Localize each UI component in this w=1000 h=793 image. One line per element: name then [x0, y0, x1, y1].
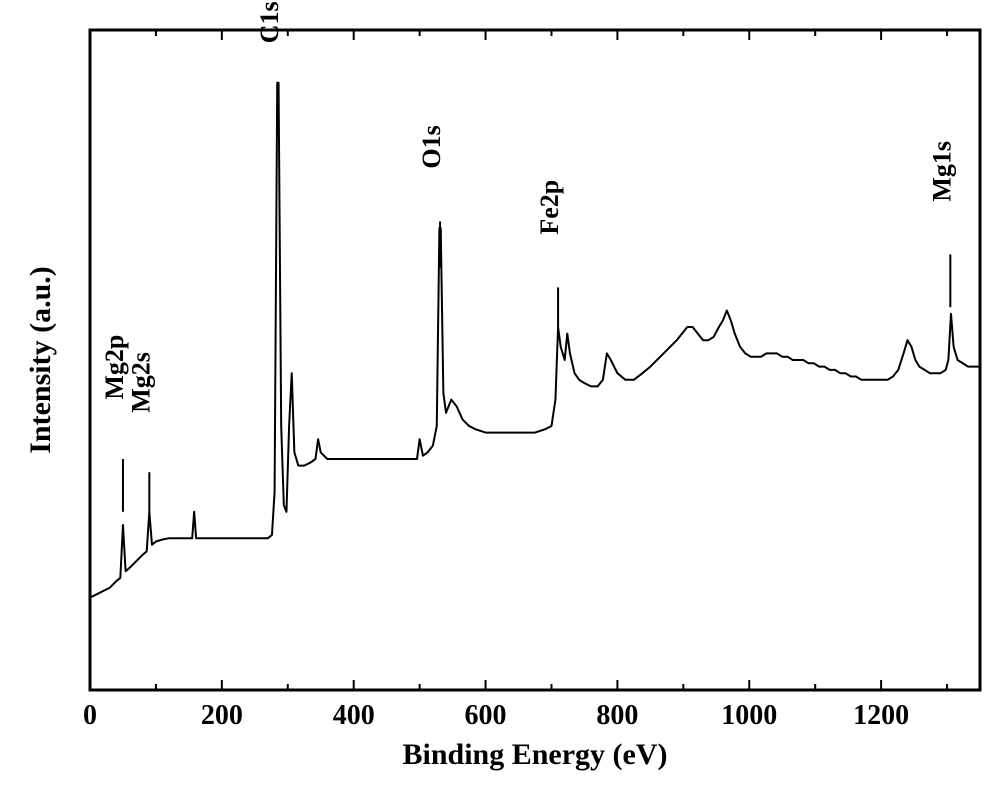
peak-label: C1s [255, 1, 284, 43]
x-tick-label: 400 [333, 700, 375, 731]
x-tick-label: 1200 [853, 700, 909, 731]
peak-label: O1s [417, 125, 446, 168]
x-tick-label: 0 [83, 700, 97, 731]
peak-label: Fe2p [535, 180, 564, 235]
peak-label: Mg2p [100, 335, 129, 400]
peak-label: Mg2s [126, 352, 155, 413]
y-axis-label: Intensity (a.u.) [24, 266, 57, 454]
x-tick-label: 1000 [721, 700, 777, 731]
x-tick-label: 600 [465, 700, 507, 731]
x-axis-label: Binding Energy (eV) [402, 738, 667, 771]
x-tick-label: 200 [201, 700, 243, 731]
chart-svg: Mg2pMg2s C1s O1s Fe2p Mg1s 0 200 400 600 800 1000 1… [0, 0, 1000, 793]
x-tick-label: 800 [596, 700, 638, 731]
xps-spectrum-chart: Mg2pMg2s C1s O1s Fe2p Mg1s 0 200 400 600 800 1000 1… [0, 0, 1000, 793]
peak-label: Mg1s [927, 141, 956, 202]
